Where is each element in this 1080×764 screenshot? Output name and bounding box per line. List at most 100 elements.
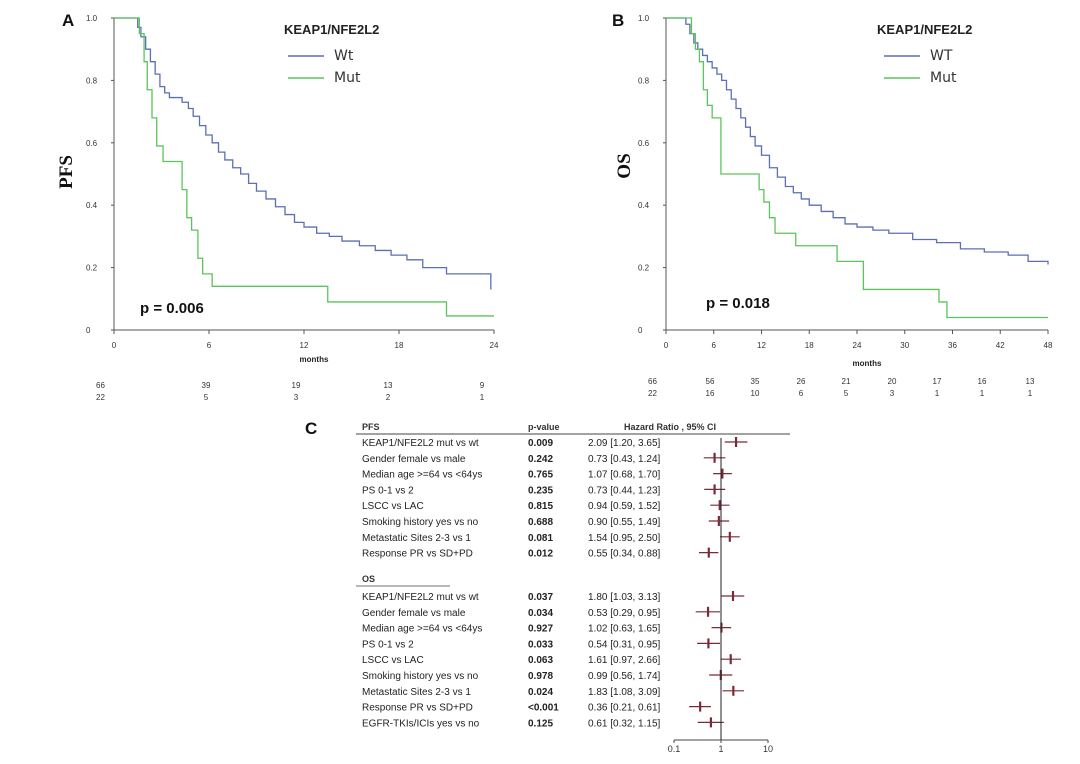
risk-table-cell: 39 [202,381,211,390]
legend-label-mut: Mut [334,70,361,86]
forest-x-tick-label: 0.1 [668,744,681,754]
series-line-mut [114,17,494,317]
risk-table-cell: 9 [480,381,485,390]
km-panel-b: B KEAP1/NFE2L2 0 0.2 0.4 0.6 0.8 1.0 0 6 12 18 24 30 3… [612,11,1053,398]
chart-title: KEAP1/NFE2L2 [284,22,379,37]
row-p-value: 0.688 [528,517,553,528]
row-label: KEAP1/NFE2L2 mut vs wt [362,438,479,449]
row-p-value: 0.815 [528,501,553,512]
risk-table-cell: 66 [96,381,105,390]
y-tick-label: 0.2 [86,264,98,273]
row-p-value: 0.024 [528,687,553,698]
y-tick-label: 0 [86,326,91,335]
x-tick-label: 24 [853,341,862,350]
y-tick-label: 1.0 [86,14,98,23]
row-label: Response PR vs SD+PD [362,549,473,560]
row-hazard-ratio: 1.54 [0.95, 2.50] [588,533,661,544]
row-label: PS 0-1 vs 2 [362,639,414,650]
legend-label-wt: Wt [334,48,354,64]
row-hazard-ratio: 0.99 [0.56, 1.74] [588,671,661,682]
row-p-value: 0.012 [528,549,553,560]
panel-letter: B [612,11,624,30]
x-axis-label: months [300,355,329,364]
risk-table-cell: 2 [386,393,391,402]
risk-table-cell: 16 [706,389,715,398]
row-label: KEAP1/NFE2L2 mut vs wt [362,592,479,603]
risk-table-cell: 26 [797,377,806,386]
risk-table-cell: 3 [890,389,895,398]
x-tick-label: 30 [900,341,909,350]
row-hazard-ratio: 1.83 [1.08, 3.09] [588,687,661,698]
risk-table-cell: 1 [935,389,940,398]
row-hazard-ratio: 1.80 [1.03, 3.13] [588,592,661,603]
row-p-value: 0.009 [528,438,553,449]
row-hazard-ratio: 0.53 [0.29, 0.95] [588,608,661,619]
risk-table-cell: 6 [799,389,804,398]
row-label: Smoking history yes vs no [362,671,479,682]
p-value-annotation: p = 0.018 [706,295,770,312]
row-hazard-ratio: 1.02 [0.63, 1.65] [588,624,661,635]
column-header-p-value: p-value [528,422,560,432]
p-value-annotation: p = 0.006 [140,300,204,317]
risk-table-cell: 1 [480,393,485,402]
row-p-value: 0.235 [528,485,553,496]
row-p-value: <0.001 [528,703,559,714]
risk-table-cell: 66 [648,377,657,386]
row-p-value: 0.927 [528,624,553,635]
group-header-os: OS [362,574,375,584]
row-label: Response PR vs SD+PD [362,703,473,714]
row-hazard-ratio: 1.61 [0.97, 2.66] [588,655,661,666]
forest-x-tick-label: 10 [763,744,773,754]
y-tick-label: 0.4 [638,201,650,210]
row-label: Smoking history yes vs no [362,517,479,528]
risk-table-cell: 56 [706,377,715,386]
x-tick-label: 6 [712,341,717,350]
row-hazard-ratio: 0.90 [0.55, 1.49] [588,517,661,528]
series-line-mut [666,17,1048,319]
x-tick-label: 48 [1044,341,1053,350]
risk-table-cell: 20 [888,377,897,386]
row-p-value: 0.081 [528,533,553,544]
x-tick-label: 24 [490,341,499,350]
risk-table-cell: 13 [384,381,393,390]
column-header-hazard-ratio: Hazard Ratio , 95% CI [624,422,716,432]
series-line-wt [666,17,1049,265]
row-label: Median age >=64 vs <64ys [362,470,482,481]
risk-table-cell: 21 [842,377,851,386]
series-line-wt [114,17,492,290]
row-label: EGFR-TKIs/ICIs yes vs no [362,718,480,729]
x-tick-label: 6 [207,341,212,350]
risk-table-cell: 22 [96,393,105,402]
row-label: Gender female vs male [362,454,466,465]
y-axis-label: PFS [56,155,77,189]
column-header-label: PFS [362,422,380,432]
y-tick-label: 0.6 [638,139,650,148]
row-label: Gender female vs male [362,608,466,619]
panel-letter: C [305,419,317,438]
y-tick-label: 0.8 [638,76,650,85]
y-axis-label: OS [614,153,635,178]
x-tick-label: 18 [395,341,404,350]
x-tick-label: 12 [757,341,766,350]
y-tick-label: 0 [638,326,643,335]
y-tick-label: 0.2 [638,264,650,273]
risk-table-cell: 1 [1028,389,1033,398]
x-tick-label: 18 [805,341,814,350]
row-hazard-ratio: 0.54 [0.31, 0.95] [588,639,661,650]
row-p-value: 0.037 [528,592,553,603]
risk-table-cell: 16 [978,377,987,386]
x-tick-label: 0 [112,341,117,350]
x-tick-label: 36 [948,341,957,350]
risk-table-cell: 17 [933,377,942,386]
row-p-value: 0.125 [528,718,553,729]
risk-table-cell: 19 [292,381,301,390]
y-tick-label: 0.4 [86,201,98,210]
x-axis-label: months [853,359,882,368]
row-p-value: 0.033 [528,639,553,650]
forest-x-tick-label: 1 [718,744,723,754]
row-hazard-ratio: 1.07 [0.68, 1.70] [588,470,661,481]
risk-table-cell: 13 [1026,377,1035,386]
risk-table-cell: 3 [294,393,299,402]
row-hazard-ratio: 0.55 [0.34, 0.88] [588,549,661,560]
